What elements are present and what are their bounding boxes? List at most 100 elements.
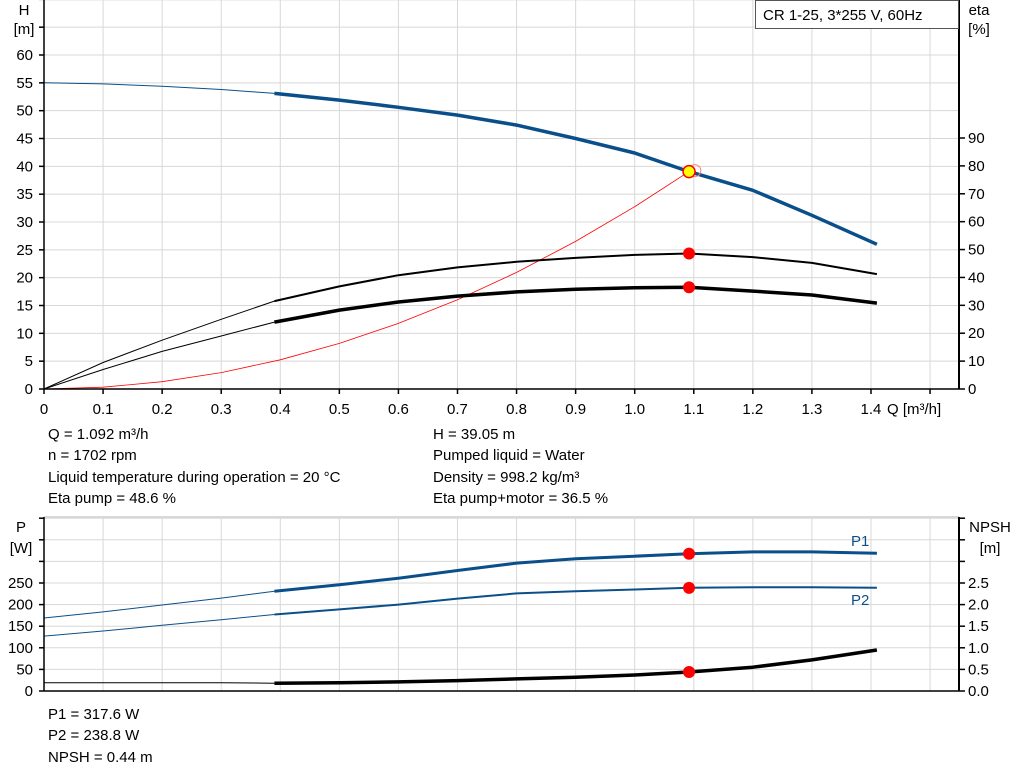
h-tick-label: 50: [16, 103, 33, 120]
h-axis-unit: [m]: [14, 21, 35, 38]
eta-pump-motor-curve-extrapolated: [43, 321, 275, 390]
info-p1: P1 = 317.6 W: [48, 706, 140, 723]
npsh-axis-label: NPSH: [969, 519, 1011, 536]
p-tick-label: 100: [8, 640, 33, 657]
h-tick-label: 15: [16, 298, 33, 315]
x-tick-label: 1.0: [624, 401, 645, 418]
p-tick-label: 50: [16, 661, 33, 678]
p-axis-label: P: [16, 519, 26, 536]
eta-tick-label: 0: [968, 381, 976, 398]
head-curve-extrapolated: [43, 82, 275, 94]
h-tick-label: 25: [16, 242, 33, 259]
npsh-tick-label: 0.5: [968, 661, 989, 678]
x-tick-label: 0.8: [506, 401, 527, 418]
eta-axis-label: eta: [969, 2, 991, 19]
duty-point-p2: [683, 581, 696, 594]
x-tick-label: 0.5: [329, 401, 350, 418]
x-tick-label: 0.3: [211, 401, 232, 418]
p2-curve: [274, 586, 877, 616]
eta-tick-label: 10: [968, 353, 985, 370]
x-tick-label: 1.1: [683, 401, 704, 418]
axes: 0 0.1 0.2 0.3 0.4 0.5 0.6 0.7 0.8 0.9 1.0 1.1 1.2 1.3…: [8, 0, 989, 700]
p2-series-label: P2: [851, 592, 869, 609]
x-tick-label: 0.2: [152, 401, 173, 418]
eta-tick-label: 80: [968, 158, 985, 175]
h-tick-label: 60: [16, 47, 33, 64]
h-axis-label: H: [19, 2, 30, 19]
info-speed: n = 1702 rpm: [48, 447, 137, 465]
info-head: H = 39.05 m: [433, 426, 516, 443]
duty-point-npsh: [683, 665, 696, 678]
info-eta-pump-motor: Eta pump+motor = 36.5 %: [433, 489, 609, 507]
p-axis-unit: [W]: [10, 540, 33, 557]
x-tick-label: 0.7: [447, 401, 468, 418]
x-tick-label: 0: [40, 401, 48, 418]
p1-curve-extrapolated: [43, 590, 275, 619]
x-tick-label: 0.4: [270, 401, 291, 418]
info-liquid-temperature: Liquid temperature during operation = 20…: [48, 468, 341, 486]
h-tick-label: 0: [25, 381, 33, 398]
eta-axis-unit: [%]: [968, 21, 990, 38]
info-p2: P2 = 238.8 W: [48, 727, 140, 745]
duty-point-head: [682, 164, 696, 179]
info-bottom: P1 = 317.6 W P2 = 238.8 W NPSH = 0.44 m: [48, 704, 153, 768]
eta-tick-label: 50: [968, 242, 985, 259]
info-flow: Q = 1.092 m³/h: [48, 426, 149, 443]
legend-box: [755, 0, 959, 29]
h-tick-label: 35: [16, 186, 33, 203]
p2-curve-extrapolated: [43, 614, 275, 637]
info-top-left: Q = 1.092 m³/h n = 1702 rpm Liquid tempe…: [48, 424, 340, 509]
npsh-tick-label: 0.0: [968, 683, 989, 700]
h-tick-label: 5: [25, 353, 33, 370]
npsh-curve: [274, 648, 878, 685]
system-curve: [43, 168, 695, 390]
p-tick-label: 0: [25, 683, 33, 700]
p1-curve: [274, 550, 877, 593]
eta-pump-curve-extrapolated: [43, 300, 275, 390]
info-pumped-liquid: Pumped liquid = Water: [433, 447, 585, 465]
top-grid: [44, 0, 959, 389]
eta-tick-label: 40: [968, 269, 985, 286]
info-npsh: NPSH = 0.44 m: [48, 748, 153, 766]
x-tick-label: 0.6: [388, 401, 409, 418]
npsh-tick-label: 2.0: [968, 597, 989, 614]
p1-series-label: P1: [851, 533, 869, 550]
chart-title: CR 1-25, 3*255 V, 60Hz: [763, 7, 923, 24]
h-tick-label: 55: [16, 75, 33, 92]
p-tick-label: 200: [8, 597, 33, 614]
info-top-right: H = 39.05 m Pumped liquid = Water Densit…: [433, 424, 608, 509]
eta-pump-motor-curve: [274, 285, 878, 324]
h-tick-label: 45: [16, 131, 33, 148]
h-tick-label: 10: [16, 325, 33, 342]
p-tick-label: 150: [8, 618, 33, 635]
info-eta-pump: Eta pump = 48.6 %: [48, 489, 176, 507]
bottom-grid: [44, 516, 959, 691]
eta-tick-label: 90: [968, 130, 985, 147]
h-tick-label: 20: [16, 270, 33, 287]
h-tick-label: 30: [16, 214, 33, 231]
eta-tick-label: 70: [968, 186, 985, 203]
npsh-tick-label: 2.5: [968, 575, 989, 592]
x-tick-label: 1.3: [801, 401, 822, 418]
npsh-tick-label: 1.0: [968, 640, 989, 657]
eta-pump-curve: [274, 252, 878, 303]
p-tick-label: 250: [8, 575, 33, 592]
eta-tick-label: 20: [968, 325, 985, 342]
eta-tick-label: 30: [968, 297, 985, 314]
eta-tick-label: 60: [968, 214, 985, 231]
h-tick-label: 40: [16, 158, 33, 175]
x-tick-label: 1.4: [861, 401, 882, 418]
duty-point-eta-pump-motor: [683, 281, 696, 294]
info-density: Density = 998.2 kg/m³: [433, 468, 580, 486]
curves: [43, 82, 878, 685]
duty-point-eta-pump: [683, 247, 696, 260]
q-axis-label: Q [m³/h]: [887, 401, 941, 418]
npsh-axis-unit: [m]: [980, 540, 1001, 557]
x-tick-label: 1.2: [742, 401, 763, 418]
duty-point-p1: [683, 547, 696, 560]
npsh-tick-label: 1.5: [968, 618, 989, 635]
head-curve: [274, 91, 878, 246]
x-tick-label: 0.1: [93, 401, 114, 418]
x-tick-label: 0.9: [565, 401, 586, 418]
